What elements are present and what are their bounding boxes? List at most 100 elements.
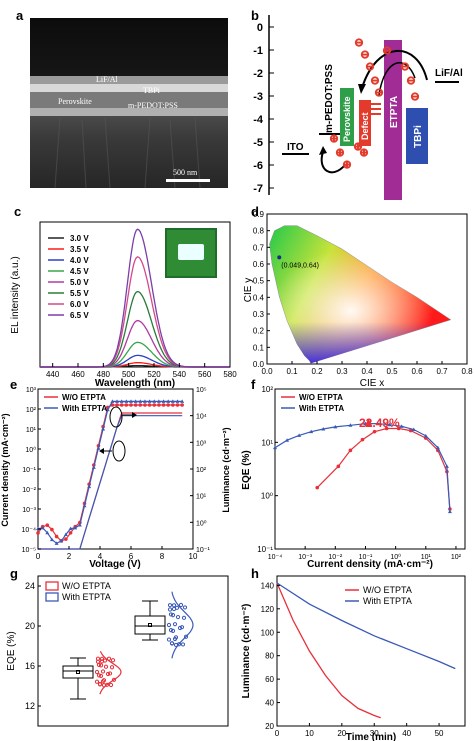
stability-chart: 0 10 20 30 40 50 20 40 60 80 100 120 140 W/O ETPTAWi… (241, 575, 466, 741)
d-y-tick-label: 0.9 (253, 210, 265, 219)
data-point (96, 673, 102, 678)
electron-symbol: ⊖ (374, 87, 383, 99)
j-point (147, 399, 152, 403)
f-x-tick-label: 10⁻² (328, 554, 342, 561)
data-point (109, 665, 115, 670)
j-point (110, 399, 115, 403)
c-legend-label: 6.5 V (70, 311, 89, 320)
j-point (91, 465, 96, 469)
j-point (73, 525, 78, 530)
d-y-tick-label: 0.0 (253, 360, 265, 369)
eqe-point (423, 433, 428, 438)
e-legend-label: W/O ETPTA (62, 393, 106, 402)
eqe-point (348, 448, 353, 453)
j-point (124, 399, 129, 403)
data-point (94, 669, 100, 675)
layer-lifal: LiF/Al (435, 68, 463, 79)
data-point (106, 656, 112, 661)
e-x-tick-label: 8 (160, 552, 165, 561)
d-y-tick-label: 0.3 (253, 310, 265, 319)
g-legend-swatch (45, 581, 59, 591)
energy-tick-label: -4 (253, 114, 264, 126)
panel-f-label: f (251, 377, 256, 392)
h-y-tick-label: 20 (265, 722, 274, 731)
hole-symbol: ⊕ (342, 159, 351, 171)
electron-arrow (361, 50, 428, 89)
electron-symbol: ⊖ (370, 75, 379, 87)
data-point (183, 634, 189, 639)
energy-tick-label: 0 (257, 22, 263, 34)
layer-ito: ITO (287, 142, 304, 153)
data-point (99, 656, 105, 661)
panel-d: d 0.0 0.1 0.2 0.3 0.4 0.5 0.6 0.7 0.8 0.0 0.1 0.2 0. (237, 200, 474, 390)
sem-label-perovskite: Perovskite (58, 97, 92, 106)
e-xlabel: Voltage (V) (89, 559, 140, 570)
j-point (54, 534, 59, 539)
jvl-chart: 0 2 4 6 8 10 10⁻⁵ 10⁻⁴ 10⁻³ 10⁻² 10⁻¹ 10⁰ 10¹ 10² 10³ 1… (0, 387, 231, 570)
el-spectra-chart: 440 460 480 500 520 540 560 580 3.0 V 3.5 V 4.0 V… (10, 221, 237, 389)
g-legend-label: With ETPTA (62, 592, 111, 602)
d-y-tick-label: 0.8 (253, 227, 265, 236)
j-point (180, 399, 185, 403)
j-point (156, 399, 161, 403)
data-point (181, 615, 187, 620)
d-x-tick-label: 0.3 (336, 367, 348, 376)
e-x-tick-label: 6 (129, 552, 134, 561)
data-point (167, 603, 173, 608)
j-point (63, 532, 68, 536)
e-yr-tick-label: 10⁻¹ (196, 547, 210, 554)
data-point (172, 622, 178, 627)
h-x-tick-label: 10 (305, 729, 314, 738)
e-yr-tick-label: 10¹ (196, 494, 207, 501)
e-yr-tick-label: 10⁵ (196, 387, 207, 394)
max-eqe-annotation: 22.49% (359, 416, 400, 430)
j-point (133, 403, 138, 407)
j-point (59, 539, 64, 543)
f-y-tick-label: 10¹ (261, 438, 273, 447)
j-point (161, 399, 166, 403)
f-x-tick-label: 10² (451, 554, 462, 561)
e-yr-tick-label: 10³ (196, 440, 207, 447)
electron-symbol: ⊖ (360, 49, 369, 61)
data-point (179, 625, 185, 630)
eqe-point (399, 424, 404, 428)
data-point (173, 635, 179, 640)
j-point (152, 399, 157, 403)
panel-c-label: c (14, 204, 22, 219)
eqe-point (285, 438, 290, 442)
data-point (166, 637, 172, 642)
layer-perovskite-bar (340, 88, 354, 146)
layer-pedot: m-PEDOT:PSS (324, 64, 335, 133)
eqe-point (315, 485, 320, 490)
j-point (143, 403, 147, 407)
g-y-tick-label: 12 (25, 701, 35, 711)
d-x-tick-label: 0.2 (311, 367, 323, 376)
panel-a: a LiF/Al TBPi (0, 0, 237, 190)
d-x-tick-label: 0.1 (286, 367, 298, 376)
energy-tick-label: -1 (253, 45, 263, 57)
energy-tick-label: -7 (253, 183, 263, 195)
f-xlabel: Current density (mA·cm⁻²) (307, 559, 433, 570)
j-point (101, 427, 106, 431)
distribution-curve (171, 591, 194, 659)
d-x-tick-label: 0.6 (411, 367, 423, 376)
j-point (180, 403, 184, 407)
j-point (157, 403, 161, 407)
data-point (94, 679, 100, 684)
data-point (168, 612, 174, 617)
data-point (98, 673, 104, 679)
data-point (173, 642, 179, 648)
h-x-tick-label: 0 (275, 729, 280, 738)
c-legend-label: 5.0 V (70, 278, 89, 287)
e-yl-tick-label: 10⁰ (25, 446, 36, 454)
e-yr-tick-label: 10² (196, 467, 207, 474)
j-point (115, 399, 120, 403)
h-x-tick-label: 40 (402, 729, 411, 738)
data-point (98, 663, 104, 668)
e-ylabel-right: Luminance (cd·m⁻²) (221, 427, 231, 512)
c-x-tick-label: 540 (173, 370, 187, 379)
panel-d-label: d (251, 204, 259, 219)
j-point (82, 503, 87, 508)
hole-symbol: ⊕ (359, 147, 368, 159)
j-point (129, 403, 133, 407)
